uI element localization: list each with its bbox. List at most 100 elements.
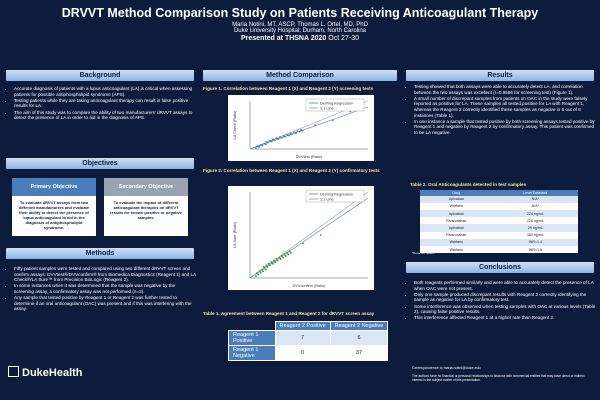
section-heading: Background	[6, 70, 194, 81]
bullet: Only one sample produced discrepant resu…	[414, 292, 598, 303]
table-caption: Table 1. Agreement between Reagent 1 and…	[203, 311, 375, 316]
point	[266, 265, 269, 268]
point	[257, 145, 260, 148]
point	[275, 137, 278, 140]
point	[256, 272, 258, 274]
legend-label: 1:1 Line	[320, 107, 334, 111]
presented: Presented at THSNA 2020 Oct 27-30	[0, 35, 600, 42]
cell: Warfarin	[420, 202, 493, 210]
point	[290, 251, 292, 254]
point	[301, 129, 304, 132]
point	[270, 140, 272, 143]
row: Apixaban 29 ng/mL	[420, 224, 578, 232]
cell: Rivaroxaban	[420, 217, 493, 225]
point	[286, 251, 288, 254]
point	[283, 253, 286, 256]
point	[269, 264, 271, 267]
point	[262, 265, 265, 268]
cell: 224 ng/mL	[492, 209, 578, 218]
table-caption: Table 2. Oral Anticoagulants detected in…	[410, 182, 527, 187]
point	[319, 234, 322, 236]
point	[296, 130, 299, 133]
point	[331, 119, 334, 122]
x-axis-label: DVVconfirm (Ratio)	[293, 284, 326, 288]
y-axis-label: LA Sure (Ratio)	[233, 221, 237, 248]
point	[259, 272, 262, 274]
point	[282, 134, 285, 137]
legend-label: Deming Regression	[320, 102, 353, 106]
cell: INR=1.4	[492, 238, 578, 246]
cell: 29 ng/mL	[492, 224, 578, 232]
figure-caption: Figure 2. Correlation between Reagent 1 …	[203, 168, 380, 173]
legend-label: Deming Regression	[320, 193, 353, 197]
cell: 0	[274, 345, 331, 361]
point	[278, 256, 281, 259]
cell: Apixaban	[420, 224, 493, 232]
point	[299, 129, 302, 131]
point	[279, 136, 281, 138]
point	[279, 258, 282, 260]
point	[273, 259, 275, 262]
point	[277, 138, 279, 140]
disclosure: The authors have no financial or persona…	[412, 374, 585, 382]
point	[280, 254, 283, 257]
plot-background	[228, 186, 374, 290]
objective-text: To evaluate the impact of different anti…	[104, 196, 188, 236]
section-heading: Results	[406, 70, 594, 81]
bullet: Testing showed that both assays were abl…	[414, 84, 598, 95]
point	[262, 270, 265, 273]
header-cell: Level Detected	[492, 190, 578, 196]
row: Warfarin N/A*	[420, 202, 578, 210]
header-cell: Drug	[420, 190, 493, 196]
x-axis-label: DVVtest (Ratio)	[296, 155, 323, 159]
header-cell: Reagent 2 Positive	[274, 321, 331, 331]
logo-icon	[8, 366, 19, 377]
header-row: Reagent 2 Positive Reagent 2 Negative	[229, 321, 389, 331]
objective-text: To evaluate dRVVT assays from two differ…	[12, 196, 96, 236]
point	[284, 255, 287, 257]
bullet-list: Accurate diagnosis of patients with a lu…	[6, 86, 196, 121]
point	[271, 262, 274, 265]
point	[261, 268, 263, 271]
bullet-list: Testing showed that both assays were abl…	[406, 84, 598, 136]
point	[263, 267, 266, 270]
point	[289, 132, 292, 135]
objective-title: Primary Objective	[12, 178, 96, 196]
bullet: The aim of this study was to compare the…	[14, 110, 196, 121]
point	[298, 131, 301, 133]
point	[271, 138, 274, 141]
point	[264, 268, 267, 271]
cell: Apixaban	[420, 209, 493, 218]
legend-box	[305, 98, 365, 112]
point	[266, 141, 269, 144]
logo-text: DukeHealth	[22, 367, 83, 379]
table: Reagent 2 Positive Reagent 2 Negative Reag…	[228, 321, 389, 361]
cell: Apixaban	[420, 195, 493, 203]
point	[274, 261, 276, 263]
point	[265, 140, 268, 143]
point	[291, 133, 294, 136]
cell: N/A*	[492, 195, 578, 203]
cell: 6	[329, 330, 389, 346]
regression-line	[249, 106, 369, 150]
row: Apixaban N/A*	[420, 195, 578, 203]
bullet: This interference affected Reagent 1 at …	[414, 315, 598, 321]
bullet: Any sample that tested positive by Reage…	[14, 295, 196, 312]
point	[284, 135, 287, 138]
point	[294, 132, 297, 134]
point	[258, 270, 261, 273]
figure-caption: Figure 1. Correlation between Reagent 1 …	[203, 86, 374, 91]
correspondence: Correspondence to maria.notini@duke.edu	[412, 366, 481, 370]
cell: Reagent 1 Positive	[228, 330, 276, 346]
cell: N/A*	[492, 202, 578, 210]
section-heading: Conclusions	[406, 262, 594, 273]
cell: Warfarin	[420, 238, 493, 246]
y-axis-label: LA Check (Ratio)	[233, 110, 237, 139]
row: Rivaroxaban 226 ng/mL	[420, 217, 578, 225]
section-heading: Objectives	[6, 158, 194, 169]
point	[261, 144, 264, 147]
section-heading: Method Comparison	[203, 70, 397, 81]
row: Reagent 1 Positive 7 6	[228, 330, 389, 346]
point	[268, 139, 271, 142]
